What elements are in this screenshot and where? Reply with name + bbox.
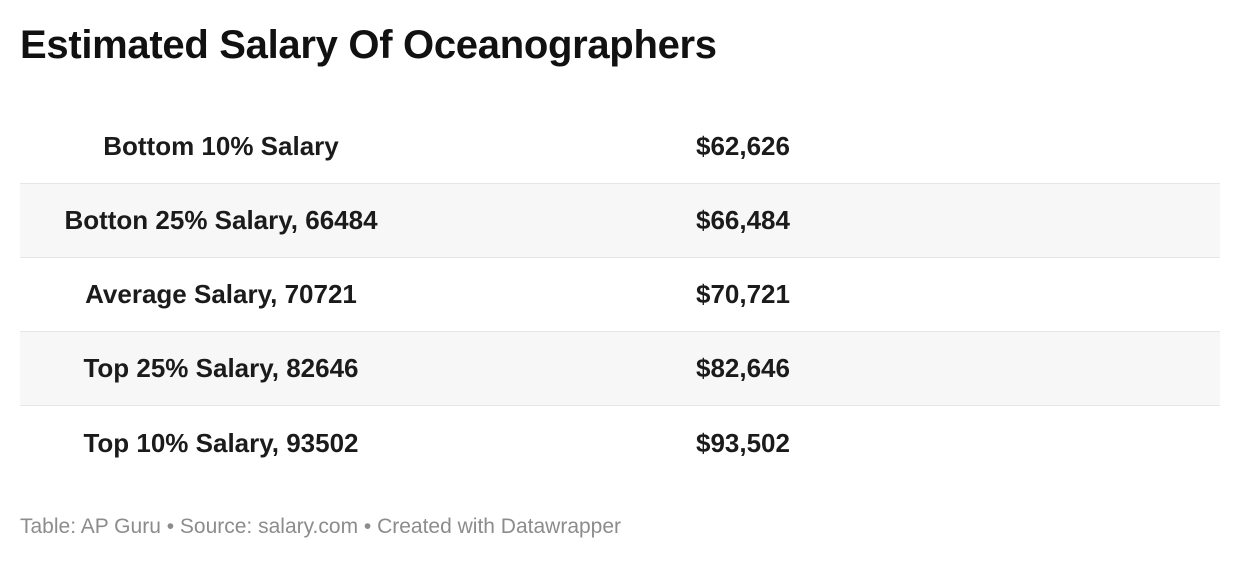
row-label: Top 25% Salary, 82646 <box>83 353 359 383</box>
row-value: $82,646 <box>695 353 790 383</box>
table-row: Average Salary, 70721 $70,721 <box>20 258 1220 332</box>
row-value: $70,721 <box>695 279 790 309</box>
row-label: Botton 25% Salary, 66484 <box>64 205 378 235</box>
table-row: Bottom 10% Salary $62,626 <box>20 110 1220 184</box>
table-row: Top 10% Salary, 93502 $93,502 <box>20 406 1220 480</box>
source-footer: Table: AP Guru • Source: salary.com • Cr… <box>20 515 622 538</box>
table-row: Botton 25% Salary, 66484 $66,484 <box>20 184 1220 258</box>
table-row: Top 25% Salary, 82646 $82,646 <box>20 332 1220 406</box>
row-label: Bottom 10% Salary <box>103 131 339 161</box>
row-label: Top 10% Salary, 93502 <box>83 427 359 458</box>
row-value: $93,502 <box>695 427 790 458</box>
salary-table: Bottom 10% Salary $62,626 Botton 25% Sal… <box>20 110 1220 480</box>
chart-title: Estimated Salary Of Oceanographers <box>20 23 717 67</box>
row-label: Average Salary, 70721 <box>85 279 357 309</box>
row-value: $66,484 <box>695 205 790 235</box>
row-value: $62,626 <box>695 131 790 161</box>
